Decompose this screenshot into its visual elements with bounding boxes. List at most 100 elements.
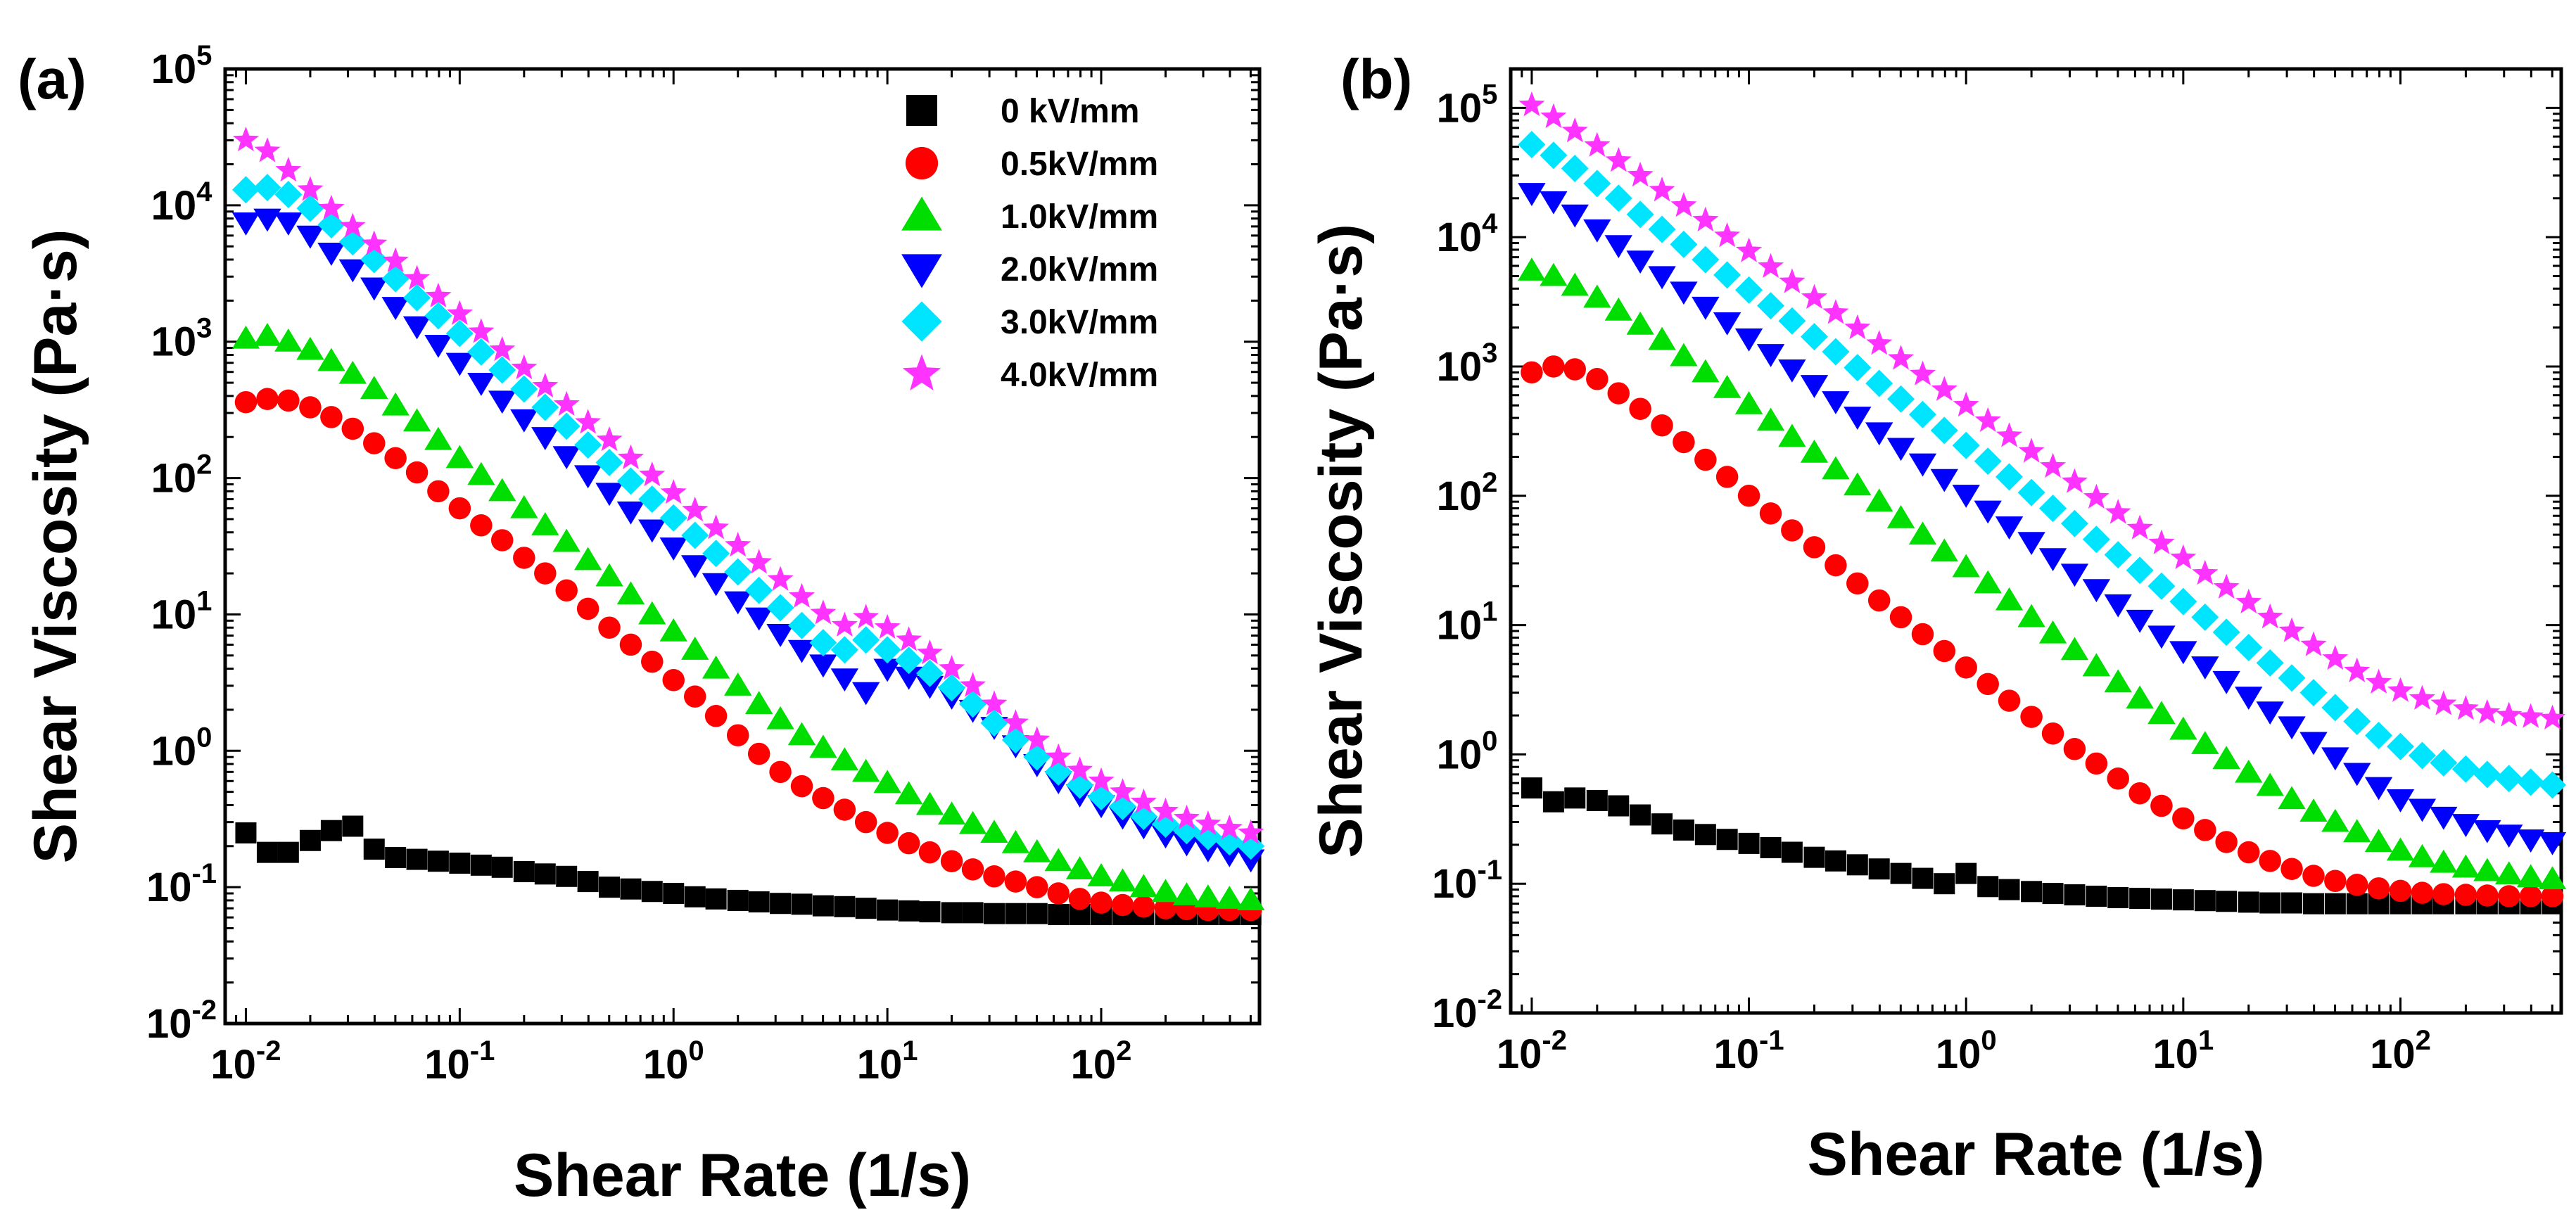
data-point xyxy=(1561,272,1589,296)
data-point xyxy=(1803,536,1826,559)
data-point xyxy=(511,354,538,380)
data-point xyxy=(1649,177,1675,202)
panel-b: (b)10-2 10-1 100 101 10210-210-1100101102103… xyxy=(1307,48,2567,1188)
data-point xyxy=(2539,704,2565,729)
y-tick-label: 102 xyxy=(1437,467,1498,519)
data-point xyxy=(2018,438,2045,463)
data-point xyxy=(1977,673,1999,696)
data-point xyxy=(2194,890,2216,912)
data-point xyxy=(2473,858,2501,881)
data-point xyxy=(1694,448,1717,471)
data-point xyxy=(574,431,602,459)
data-point xyxy=(2191,656,2219,680)
data-point xyxy=(898,900,920,922)
data-point xyxy=(2538,866,2567,890)
x-tick-label-exponent: 1 xyxy=(2198,1025,2214,1056)
data-point xyxy=(1216,815,1243,840)
data-point xyxy=(1934,873,1955,895)
data-point xyxy=(876,822,899,844)
data-point xyxy=(1026,876,1048,898)
data-point xyxy=(745,691,773,714)
data-point xyxy=(663,883,685,905)
data-point xyxy=(1865,488,1893,512)
y-tick-label: 10-1 xyxy=(146,858,217,910)
data-point xyxy=(791,893,813,915)
data-point xyxy=(1866,330,1893,355)
data-point xyxy=(724,673,752,696)
data-point xyxy=(2216,891,2238,912)
y-axis-title: Shear Viscosity (Pa·s) xyxy=(22,229,89,864)
data-point xyxy=(937,801,966,825)
data-point xyxy=(320,406,343,428)
y-tick-label: 104 xyxy=(1437,208,1499,260)
data-point xyxy=(616,467,645,495)
data-point xyxy=(766,624,794,647)
data-point xyxy=(1047,882,1070,905)
data-point xyxy=(873,636,901,664)
data-point xyxy=(1998,879,2020,900)
data-point xyxy=(1908,453,1937,477)
data-point xyxy=(318,194,345,219)
series-0kvmm xyxy=(235,815,1262,926)
data-point xyxy=(1608,795,1630,817)
y-tick-label-exponent: 2 xyxy=(196,450,212,480)
data-point xyxy=(595,563,623,587)
data-point xyxy=(873,770,901,794)
data-point xyxy=(1518,131,1546,159)
data-point xyxy=(1605,147,1632,172)
data-point xyxy=(1758,253,1784,278)
data-point xyxy=(404,265,431,290)
data-point xyxy=(2212,618,2240,646)
data-point xyxy=(619,633,642,656)
data-point xyxy=(2107,767,2129,790)
data-point xyxy=(1129,874,1158,898)
data-point xyxy=(1670,230,1698,258)
data-point xyxy=(1800,439,1829,463)
data-point xyxy=(532,372,559,398)
data-point xyxy=(510,409,538,433)
data-point xyxy=(1586,368,1609,390)
data-point xyxy=(2104,594,2132,618)
data-point xyxy=(1651,813,1673,835)
data-point xyxy=(253,322,281,346)
data-point xyxy=(381,297,410,320)
data-point xyxy=(941,902,963,924)
y-tick-label-exponent: 4 xyxy=(1482,208,1498,239)
y-tick-label-base: 10 xyxy=(151,183,197,229)
data-point xyxy=(1110,778,1136,803)
legend-label: 4.0kV/mm xyxy=(1001,357,1158,394)
data-point xyxy=(405,461,429,484)
x-tick-label: 102 xyxy=(1071,1036,1132,1088)
data-point xyxy=(1561,204,1589,228)
data-point xyxy=(556,865,578,887)
data-point xyxy=(980,709,1008,737)
y-tick-label-base: 10 xyxy=(1432,990,1478,1036)
x-tick-label-base: 10 xyxy=(1497,1031,1542,1077)
data-point xyxy=(338,259,367,283)
data-point xyxy=(2364,777,2393,801)
data-point xyxy=(2238,891,2259,913)
data-point xyxy=(2411,881,2434,904)
data-point xyxy=(2452,695,2479,720)
data-point xyxy=(1173,804,1200,829)
data-point xyxy=(253,208,281,232)
data-point xyxy=(745,576,773,604)
data-point xyxy=(2017,532,2045,556)
data-point xyxy=(2105,499,2131,524)
data-point xyxy=(2365,722,2393,750)
data-point xyxy=(2451,755,2480,783)
data-point xyxy=(2519,885,2542,907)
data-point xyxy=(1756,407,1785,431)
data-point xyxy=(702,573,730,597)
data-point xyxy=(274,212,303,236)
data-point xyxy=(2343,763,2371,786)
data-point xyxy=(2518,703,2544,728)
data-point xyxy=(1889,606,1912,629)
data-point xyxy=(2086,886,2107,907)
data-point xyxy=(1088,767,1115,793)
y-tick-label: 10-2 xyxy=(1432,984,1502,1036)
data-point xyxy=(831,611,858,637)
data-point xyxy=(1692,296,1720,320)
data-point xyxy=(851,758,880,782)
data-point xyxy=(1714,222,1741,248)
